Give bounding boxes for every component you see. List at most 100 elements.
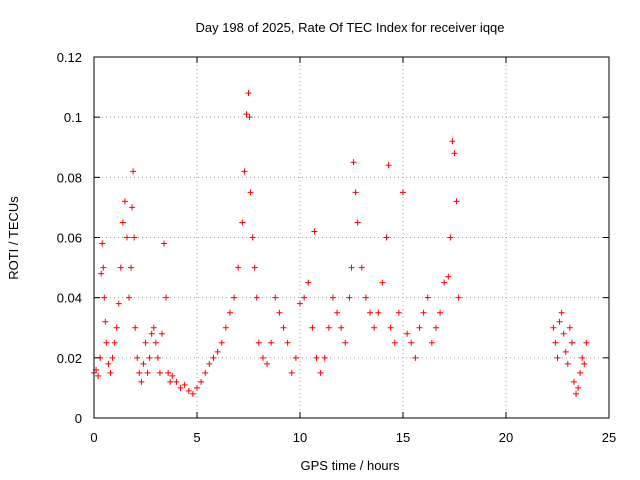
data-point <box>321 354 328 361</box>
data-point <box>385 162 392 169</box>
data-point <box>276 309 283 316</box>
y-tick-label: 0.08 <box>57 170 82 185</box>
data-point <box>583 339 590 346</box>
data-point <box>338 324 345 331</box>
data-point <box>264 360 271 367</box>
data-point <box>246 114 253 121</box>
data-point <box>169 372 176 379</box>
data-point <box>95 372 102 379</box>
data-point <box>400 189 406 196</box>
data-point <box>404 330 411 337</box>
data-point <box>152 339 159 346</box>
data-point <box>564 360 571 367</box>
x-tick-label: 25 <box>602 430 616 445</box>
data-point <box>449 138 456 145</box>
data-point <box>577 369 584 376</box>
data-point <box>552 339 559 346</box>
data-point <box>424 294 431 301</box>
data-point <box>158 330 165 337</box>
data-point <box>142 339 149 346</box>
data-point <box>253 294 260 301</box>
data-point <box>346 294 353 301</box>
data-point <box>453 198 460 205</box>
data-point <box>375 309 382 316</box>
data-point <box>305 279 312 286</box>
x-tick-label: 20 <box>499 430 513 445</box>
data-point <box>354 219 361 226</box>
data-point <box>185 387 192 394</box>
data-point <box>98 270 105 277</box>
data-point <box>119 219 126 226</box>
data-point <box>130 168 137 175</box>
data-point <box>371 324 378 331</box>
data-point <box>102 318 109 325</box>
grid <box>94 57 609 418</box>
data-point <box>562 348 569 355</box>
data-point <box>165 369 172 376</box>
axis-ticks: 0 5 10 15 20 25 0 0.02 0.04 0.06 0.08 0.1 0.12 <box>57 50 617 445</box>
data-point <box>231 294 238 301</box>
data-point <box>447 234 454 241</box>
data-point <box>249 234 256 241</box>
data-point <box>348 264 355 271</box>
data-point <box>570 378 577 385</box>
chart-title: Day 198 of 2025, Rate Of TEC Index for r… <box>195 20 504 35</box>
data-point <box>284 339 291 346</box>
plot-frame <box>93 56 610 419</box>
data-point <box>416 324 423 331</box>
x-axis-label: GPS time / hours <box>301 458 400 473</box>
data-point <box>408 339 415 346</box>
data-point <box>566 324 573 331</box>
data-point <box>362 294 369 301</box>
data-point <box>272 294 279 301</box>
data-point <box>105 360 112 367</box>
data-point <box>128 264 135 271</box>
data-point <box>167 378 174 385</box>
data-point <box>445 273 452 280</box>
data-point <box>154 354 161 361</box>
data-point <box>387 324 394 331</box>
data-point <box>350 159 357 166</box>
data-point <box>194 384 200 391</box>
data-point <box>100 264 107 271</box>
data-point <box>550 324 557 331</box>
data-point <box>138 378 145 385</box>
data-point <box>560 330 567 337</box>
data-point <box>136 369 143 376</box>
data-point <box>109 354 116 361</box>
data-point <box>334 309 341 316</box>
data-point <box>568 339 575 346</box>
data-point <box>581 360 588 367</box>
data-point <box>329 294 336 301</box>
data-point <box>259 354 266 361</box>
data-point <box>575 384 582 391</box>
data-point <box>280 324 287 331</box>
data-point <box>161 240 168 247</box>
y-tick-label: 0 <box>75 411 82 426</box>
data-point <box>235 264 242 271</box>
data-point <box>342 339 349 346</box>
data-point <box>226 309 233 316</box>
y-tick-label: 0.04 <box>57 291 82 306</box>
data-point <box>239 219 246 226</box>
data-point <box>428 339 435 346</box>
y-tick-label: 0.02 <box>57 351 82 366</box>
data-point <box>99 240 106 247</box>
data-point <box>383 234 390 241</box>
x-tick-label: 0 <box>90 430 97 445</box>
data-point <box>177 384 184 391</box>
data-point <box>255 339 262 346</box>
data-point <box>391 339 398 346</box>
data-point <box>558 309 565 316</box>
data-point <box>222 324 229 331</box>
data-point <box>420 309 427 316</box>
data-point <box>297 300 303 307</box>
data-point <box>115 300 122 307</box>
data-point <box>241 168 248 175</box>
data-point <box>181 381 188 388</box>
data-point <box>352 189 359 196</box>
data-point <box>251 264 258 271</box>
data-point <box>134 354 141 361</box>
data-point <box>451 150 458 157</box>
